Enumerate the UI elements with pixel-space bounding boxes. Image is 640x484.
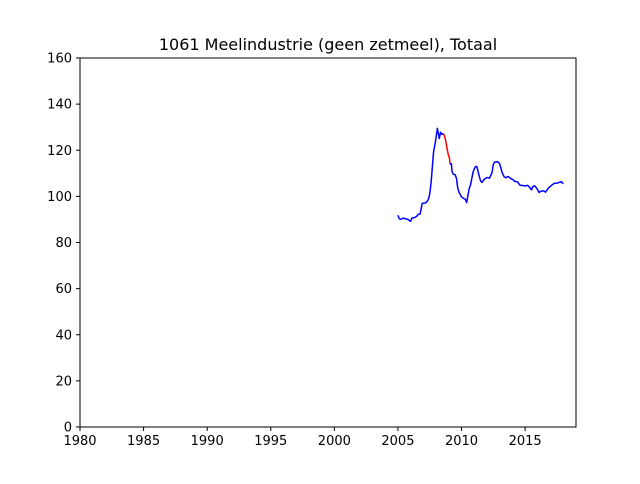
y-tick-label: 60 — [55, 282, 72, 297]
x-tick-label: 2010 — [445, 434, 478, 449]
y-tick-label: 100 — [47, 190, 72, 205]
y-tick-label: 160 — [47, 52, 72, 67]
x-tick-label: 1995 — [254, 434, 287, 449]
x-tick-label: 2000 — [318, 434, 351, 449]
y-axis: 0 20 40 60 80 100 120 140 160 — [47, 52, 80, 436]
series-line-2 — [442, 133, 451, 165]
x-tick-label: 1990 — [191, 434, 224, 449]
plot-area — [397, 127, 564, 223]
chart-title: 1061 Meelindustrie (geen zetmeel), Totaa… — [159, 35, 497, 54]
x-tick-label: 1985 — [127, 434, 160, 449]
y-tick-label: 120 — [47, 144, 72, 159]
y-tick-label: 20 — [55, 374, 72, 389]
x-tick-label: 2015 — [509, 434, 542, 449]
y-tick-label: 140 — [47, 98, 72, 113]
x-axis: 1980 1985 1990 1995 2000 2005 2010 2015 — [63, 427, 542, 449]
x-tick-label: 1980 — [63, 434, 96, 449]
y-tick-label: 40 — [55, 328, 72, 343]
axes-frame — [79, 57, 577, 428]
series-line-3 — [449, 161, 564, 204]
series-line-1 — [397, 127, 444, 223]
y-tick-label: 80 — [55, 236, 72, 251]
x-tick-label: 2005 — [381, 434, 414, 449]
y-tick-label: 0 — [64, 421, 72, 436]
